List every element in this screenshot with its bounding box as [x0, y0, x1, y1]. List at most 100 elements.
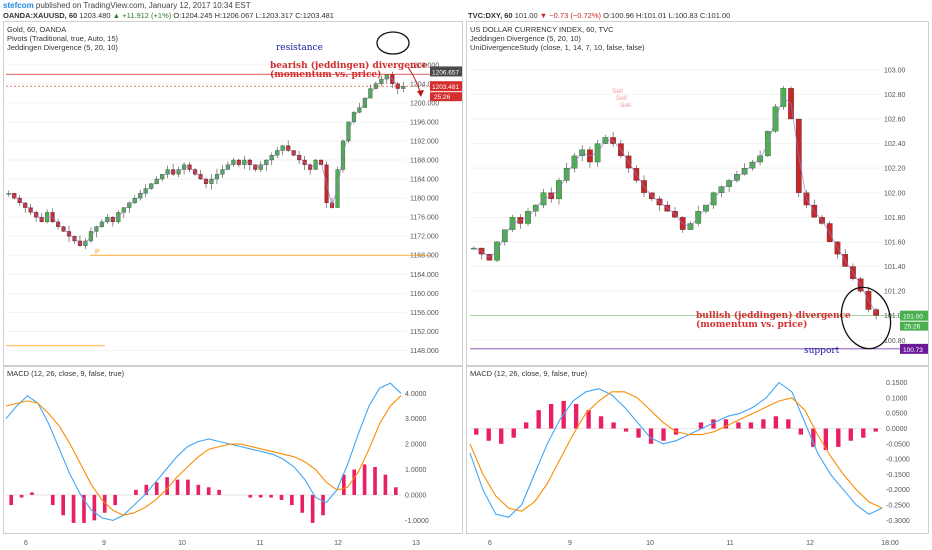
left-legend-title: Gold, 60, OANDA: [7, 25, 67, 34]
dxy-y-tick: 101.60: [884, 239, 906, 246]
gold-y-tick: 1208.000: [410, 62, 439, 69]
dxy-last-price-tag-text: 101.00: [903, 314, 923, 321]
dxy-last-price-tag: [900, 310, 928, 321]
gold-y-tick: 1184.000: [410, 177, 439, 184]
right-macd-pane[interactable]: [466, 366, 929, 534]
dxy-y-tick: 101.20: [884, 289, 906, 296]
support-price-tag-text: 100.73: [903, 347, 923, 354]
left-change: +11.912 (+1%): [122, 11, 172, 20]
gold-y-tick: 1160.000: [410, 291, 439, 298]
publisher-name[interactable]: stefcom: [3, 1, 34, 10]
dxy-jeddingen-line: [473, 96, 877, 313]
bearish-divergence-circle: [376, 31, 410, 55]
gold-y-tick: 1156.000: [410, 310, 439, 317]
right-close: C:101.00: [699, 11, 731, 20]
dxy-candle: [873, 309, 879, 316]
dxy-macd-y-tick: 0.1500: [886, 380, 908, 387]
gold-x-tick: 6: [24, 540, 28, 547]
gold-y-tick: 1180.000: [410, 196, 439, 203]
gold-y-tick: 1196.000: [410, 119, 439, 126]
left-macd-legend: MACD (12, 26, close, 9, false, true): [7, 369, 125, 378]
gold-macd-signal-line: [5, 395, 402, 516]
dxy-macd-y-tick: 0.0500: [886, 411, 908, 418]
left-price-pane[interactable]: [3, 21, 463, 366]
pivot-p-label: P: [95, 249, 100, 256]
support-price-tag: [900, 343, 928, 354]
resistance-label: resistance: [276, 43, 323, 53]
dxy-y-tick: 101.00: [884, 313, 906, 320]
right-legend: US DOLLAR CURRENCY INDEX, 60, TVC Jeddin…: [470, 25, 645, 52]
right-high: H:101.01: [636, 11, 667, 20]
dxy-macd-y-tick: -0.2500: [886, 503, 910, 510]
left-legend: Gold, 60, OANDA Pivots (Traditional, tru…: [7, 25, 118, 52]
dxy-x-tick: 6: [488, 540, 492, 547]
support-label: support: [804, 346, 840, 356]
right-low: L:100.83: [668, 11, 698, 20]
dxy-y-tick: 102.20: [884, 166, 906, 173]
high-price-tag-text: 1206.657: [432, 69, 459, 76]
right-legend-jeddingen: Jeddingen Divergence (5, 20, 10): [470, 34, 581, 43]
gold-jeddingen-line: [8, 76, 404, 244]
last-price-tag-text: 1203.481: [432, 84, 459, 91]
dxy-y-tick: 101.80: [884, 215, 906, 222]
dxy-countdown-tag: [900, 321, 928, 331]
gold-x-tick: 12: [334, 540, 342, 547]
gold-y-tick: 1176.000: [410, 215, 439, 222]
dxy-y-tick: 102.40: [884, 141, 906, 148]
dxy-y-tick: 100.80: [884, 338, 906, 345]
last-price-tag: [430, 81, 462, 92]
gold-y-tick: 1168.000: [410, 253, 439, 260]
bullish-label-1: bullish (jeddingen) divergence: [696, 310, 851, 321]
gold-x-tick: 13: [412, 540, 420, 547]
right-last: 101.00: [514, 11, 538, 20]
publish-info: published on TradingView.com, January 12…: [35, 1, 251, 10]
countdown-tag: [430, 92, 462, 102]
bearish-label-1: bearish (jeddingen) divergence: [270, 60, 428, 71]
dxy-countdown-tag-text: 25:26: [904, 324, 921, 331]
countdown-tag-text: 25:26: [434, 94, 451, 101]
dxy-y-tick: 103.00: [884, 67, 906, 74]
bullish-label-2: (momentum vs. price): [696, 319, 807, 330]
dxy-macd-y-tick: -0.3000: [886, 518, 910, 525]
dxy-macd-signal-line: [469, 391, 883, 512]
high-price-tag: [430, 66, 462, 77]
gold-macd-macd-line: [5, 382, 402, 521]
dxy-macd-y-tick: -0.1000: [886, 457, 910, 464]
bullish-divergence-circle: [840, 286, 892, 350]
gold-macd-y-tick: 4.0000: [405, 391, 427, 398]
left-open: O:1204.245: [173, 11, 213, 20]
dxy-macd-y-tick: -0.1500: [886, 472, 910, 479]
dxy-x-tick: 9: [568, 540, 572, 547]
left-low: L:1203.317: [255, 11, 294, 20]
dxy-macd-macd-line: [469, 381, 883, 518]
dxy-macd-y-tick: -0.0500: [886, 441, 910, 448]
right-symbol[interactable]: TVC:DXY, 60: [468, 11, 513, 20]
dxy-macd-y-tick: 0.0000: [886, 426, 908, 433]
dxy-x-tick: 11: [726, 540, 733, 547]
right-open: O:100.96: [603, 11, 634, 20]
gold-macd-y-tick: 2.0000: [405, 442, 427, 449]
left-symbol[interactable]: OANDA:XAUUSD, 60: [3, 11, 78, 20]
gold-x-tick: 11: [256, 540, 263, 547]
gold-y-tick: 1172.000: [410, 234, 439, 241]
gold-macd-y-tick: 1.0000: [405, 467, 427, 474]
gold-y-tick: 1188.000: [410, 158, 439, 165]
left-macd-pane[interactable]: [3, 366, 463, 534]
bearish-label-2: (momentum vs. price): [270, 69, 381, 80]
dxy-x-tick: 12: [806, 540, 814, 547]
right-legend-title: US DOLLAR CURRENCY INDEX, 60, TVC: [470, 25, 614, 34]
left-legend-pivots: Pivots (Traditional, true, Auto, 15): [7, 34, 119, 43]
gold-y-tick: 1204.000: [410, 81, 439, 88]
dxy-y-tick: 101.40: [884, 264, 906, 271]
bearish-arrow-head: [417, 90, 424, 97]
right-change: −0.73 (−0.72%): [549, 11, 601, 20]
sell-signal-label: Sell: [612, 88, 623, 95]
gold-x-tick: 9: [102, 540, 106, 547]
sell-signal-label: Sell: [620, 102, 631, 109]
right-price-pane[interactable]: [466, 21, 929, 366]
gold-y-tick: 1152.000: [410, 329, 439, 336]
dxy-macd-y-tick: 0.1000: [886, 395, 908, 402]
gold-y-tick: 1148.000: [410, 348, 439, 355]
left-close: C:1203.481: [295, 11, 334, 20]
